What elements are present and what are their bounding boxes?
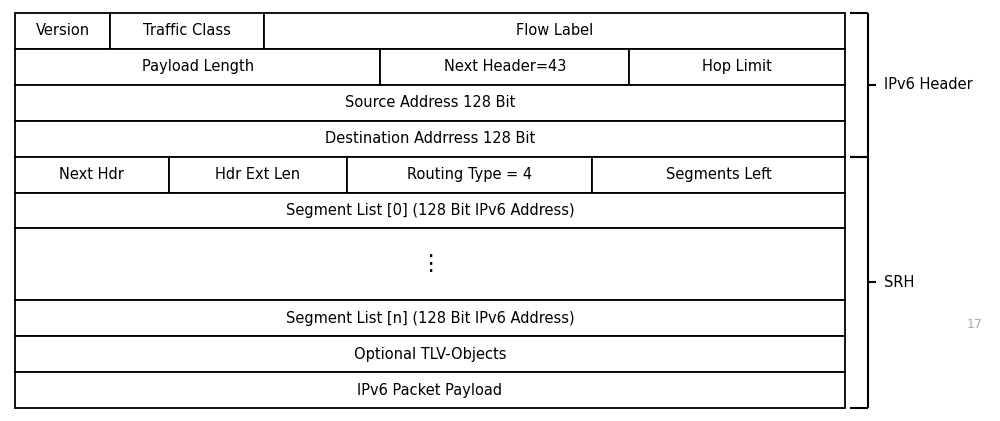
Text: Next Header=43: Next Header=43 [444, 59, 566, 74]
Text: Source Address 128 Bit: Source Address 128 Bit [345, 95, 515, 110]
Bar [15, 48, 380, 85]
Text: ⋮: ⋮ [419, 254, 441, 274]
Bar [15, 157, 169, 192]
Bar [592, 157, 845, 192]
Text: Payload Length: Payload Length [142, 59, 254, 74]
Bar [15, 301, 845, 336]
Text: Destination Addrress 128 Bit: Destination Addrress 128 Bit [325, 131, 535, 146]
Bar [15, 120, 845, 157]
Text: Hop Limit: Hop Limit [702, 59, 772, 74]
Bar [15, 229, 845, 301]
Text: Flow Label: Flow Label [516, 23, 593, 38]
Bar [15, 192, 845, 229]
Text: Optional TLV-Objects: Optional TLV-Objects [354, 347, 506, 362]
Bar [15, 85, 845, 120]
Bar [15, 373, 845, 408]
Bar [15, 336, 845, 373]
Text: IPv6 Header: IPv6 Header [884, 77, 973, 92]
Bar [15, 13, 110, 48]
Text: Hdr Ext Len: Hdr Ext Len [215, 167, 300, 182]
Bar [264, 13, 845, 48]
Text: Routing Type = 4: Routing Type = 4 [407, 167, 532, 182]
Text: Traffic Class: Traffic Class [143, 23, 231, 38]
Text: Next Hdr: Next Hdr [59, 167, 124, 182]
Text: Segment List [n] (128 Bit IPv6 Address): Segment List [n] (128 Bit IPv6 Address) [286, 311, 574, 326]
Bar [110, 13, 264, 48]
Text: Segment List [0] (128 Bit IPv6 Address): Segment List [0] (128 Bit IPv6 Address) [286, 203, 574, 218]
Text: 17: 17 [967, 318, 983, 331]
Bar [380, 48, 629, 85]
Text: Version: Version [36, 23, 90, 38]
Bar [347, 157, 592, 192]
Bar [169, 157, 347, 192]
Text: Segments Left: Segments Left [666, 167, 771, 182]
Bar [629, 48, 845, 85]
Text: IPv6 Packet Payload: IPv6 Packet Payload [357, 383, 503, 398]
Text: SRH: SRH [884, 275, 914, 290]
